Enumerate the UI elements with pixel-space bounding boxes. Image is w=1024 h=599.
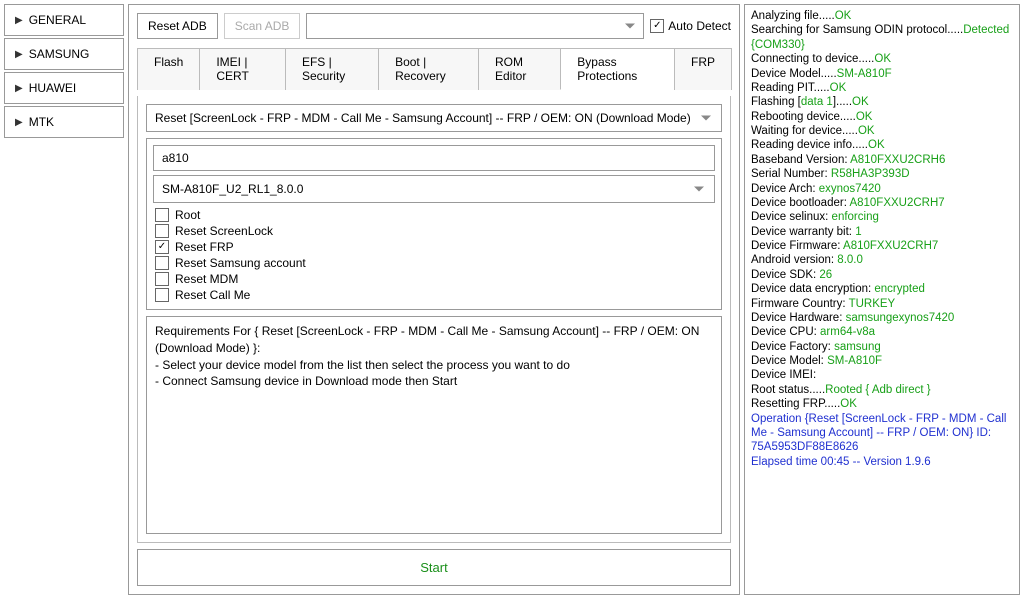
start-button[interactable]: Start [137,549,731,586]
option-label: Reset ScreenLock [175,224,273,238]
option-row: Reset Samsung account [153,255,715,271]
log-line: Device bootloader: A810FXXU2CRH7 [751,196,1013,210]
sidebar-item-general[interactable]: ▶ GENERAL [4,4,124,36]
option-row: Reset MDM [153,271,715,287]
auto-detect-group: ✓ Auto Detect [650,13,731,39]
option-checkbox[interactable] [155,224,169,238]
main-panel: Reset ADB Scan ADB ✓ Auto Detect FlashIM… [128,4,740,595]
option-label: Reset FRP [175,240,234,254]
option-checkbox[interactable] [155,288,169,302]
log-line: Analyzing file.....OK [751,9,1013,23]
auto-detect-label: Auto Detect [668,19,731,33]
option-label: Reset Samsung account [175,256,306,270]
requirements-text: Requirements For { Reset [ScreenLock - F… [146,316,722,534]
log-line: Reading device info.....OK [751,138,1013,152]
log-line: Reading PIT.....OK [751,81,1013,95]
log-line: Device data encryption: encrypted [751,282,1013,296]
req-line: Requirements For { Reset [ScreenLock - F… [155,323,713,357]
tab-imei-cert[interactable]: IMEI | CERT [199,48,286,90]
top-toolbar: Reset ADB Scan ADB ✓ Auto Detect [137,13,731,39]
log-line: Root status.....Rooted { Adb direct } [751,383,1013,397]
sidebar-item-label: MTK [29,115,54,129]
option-label: Reset MDM [175,272,238,286]
option-checkbox[interactable] [155,208,169,222]
log-panel: Analyzing file.....OKSearching for Samsu… [744,4,1020,595]
log-line: Resetting FRP.....OK [751,397,1013,411]
sidebar-item-label: SAMSUNG [29,47,90,61]
tab-efs-security[interactable]: EFS | Security [285,48,379,90]
log-line: Flashing [data 1].....OK [751,95,1013,109]
req-line: - Connect Samsung device in Download mod… [155,373,713,390]
sidebar-item-label: GENERAL [29,13,86,27]
tab-frp[interactable]: FRP [674,48,732,90]
log-line: Device Hardware: samsungexynos7420 [751,311,1013,325]
option-label: Reset Call Me [175,288,250,302]
log-line: Operation {Reset [ScreenLock - FRP - MDM… [751,412,1013,455]
tab-boot-recovery[interactable]: Boot | Recovery [378,48,479,90]
option-row: Reset ScreenLock [153,223,715,239]
option-row: Reset Call Me [153,287,715,303]
tab-content: Reset [ScreenLock - FRP - MDM - Call Me … [137,96,731,543]
expand-icon: ▶ [15,117,23,128]
expand-icon: ▶ [15,49,23,60]
log-line: Device SDK: 26 [751,268,1013,282]
scan-adb-button: Scan ADB [224,13,301,39]
log-line: Device selinux: enforcing [751,210,1013,224]
option-checkbox[interactable] [155,272,169,286]
option-row: ✓ Reset FRP [153,239,715,255]
tab-rom-editor[interactable]: ROM Editor [478,48,561,90]
sidebar-item-mtk[interactable]: ▶ MTK [4,106,124,138]
option-label: Root [175,208,200,222]
log-line: Firmware Country: TURKEY [751,297,1013,311]
log-line: Device IMEI: [751,368,1013,382]
log-line: Connecting to device.....OK [751,52,1013,66]
sidebar-item-samsung[interactable]: ▶ SAMSUNG [4,38,124,70]
auto-detect-checkbox[interactable]: ✓ [650,19,664,33]
log-line: Serial Number: R58HA3P393D [751,167,1013,181]
sidebar-item-huawei[interactable]: ▶ HUAWEI [4,72,124,104]
operation-select[interactable]: Reset [ScreenLock - FRP - MDM - Call Me … [146,104,722,132]
sidebar-item-label: HUAWEI [29,81,77,95]
req-line: - Select your device model from the list… [155,357,713,374]
log-line: Device Factory: samsung [751,340,1013,354]
tab-bypass-protections[interactable]: Bypass Protections [560,48,675,90]
log-line: Device Model: SM-A810F [751,354,1013,368]
log-line: Baseband Version: A810FXXU2CRH6 [751,153,1013,167]
options-list: Root Reset ScreenLock ✓ Reset FRP Reset Sams… [153,207,715,303]
filter-input[interactable] [153,145,715,171]
sidebar: ▶ GENERAL ▶ SAMSUNG ▶ HUAWEI ▶ MTK [4,4,124,595]
option-checkbox[interactable]: ✓ [155,240,169,254]
log-line: Device Firmware: A810FXXU2CRH7 [751,239,1013,253]
log-line: Elapsed time 00:45 -- Version 1.9.6 [751,455,1013,469]
log-line: Searching for Samsung ODIN protocol.....… [751,23,1013,52]
log-line: Waiting for device.....OK [751,124,1013,138]
model-group: SM-A810F_U2_RL1_8.0.0 Root Reset ScreenLo… [146,138,722,310]
expand-icon: ▶ [15,83,23,94]
model-select[interactable]: SM-A810F_U2_RL1_8.0.0 [153,175,715,203]
log-line: Device CPU: arm64-v8a [751,325,1013,339]
log-line: Rebooting device.....OK [751,110,1013,124]
expand-icon: ▶ [15,15,23,26]
reset-adb-button[interactable]: Reset ADB [137,13,218,39]
log-line: Android version: 8.0.0 [751,253,1013,267]
tab-bar: FlashIMEI | CERTEFS | SecurityBoot | Rec… [137,47,731,90]
option-row: Root [153,207,715,223]
option-checkbox[interactable] [155,256,169,270]
device-combo[interactable] [306,13,644,39]
tab-flash[interactable]: Flash [137,48,200,90]
log-line: Device Model.....SM-A810F [751,67,1013,81]
log-line: Device warranty bit: 1 [751,225,1013,239]
log-line: Device Arch: exynos7420 [751,182,1013,196]
